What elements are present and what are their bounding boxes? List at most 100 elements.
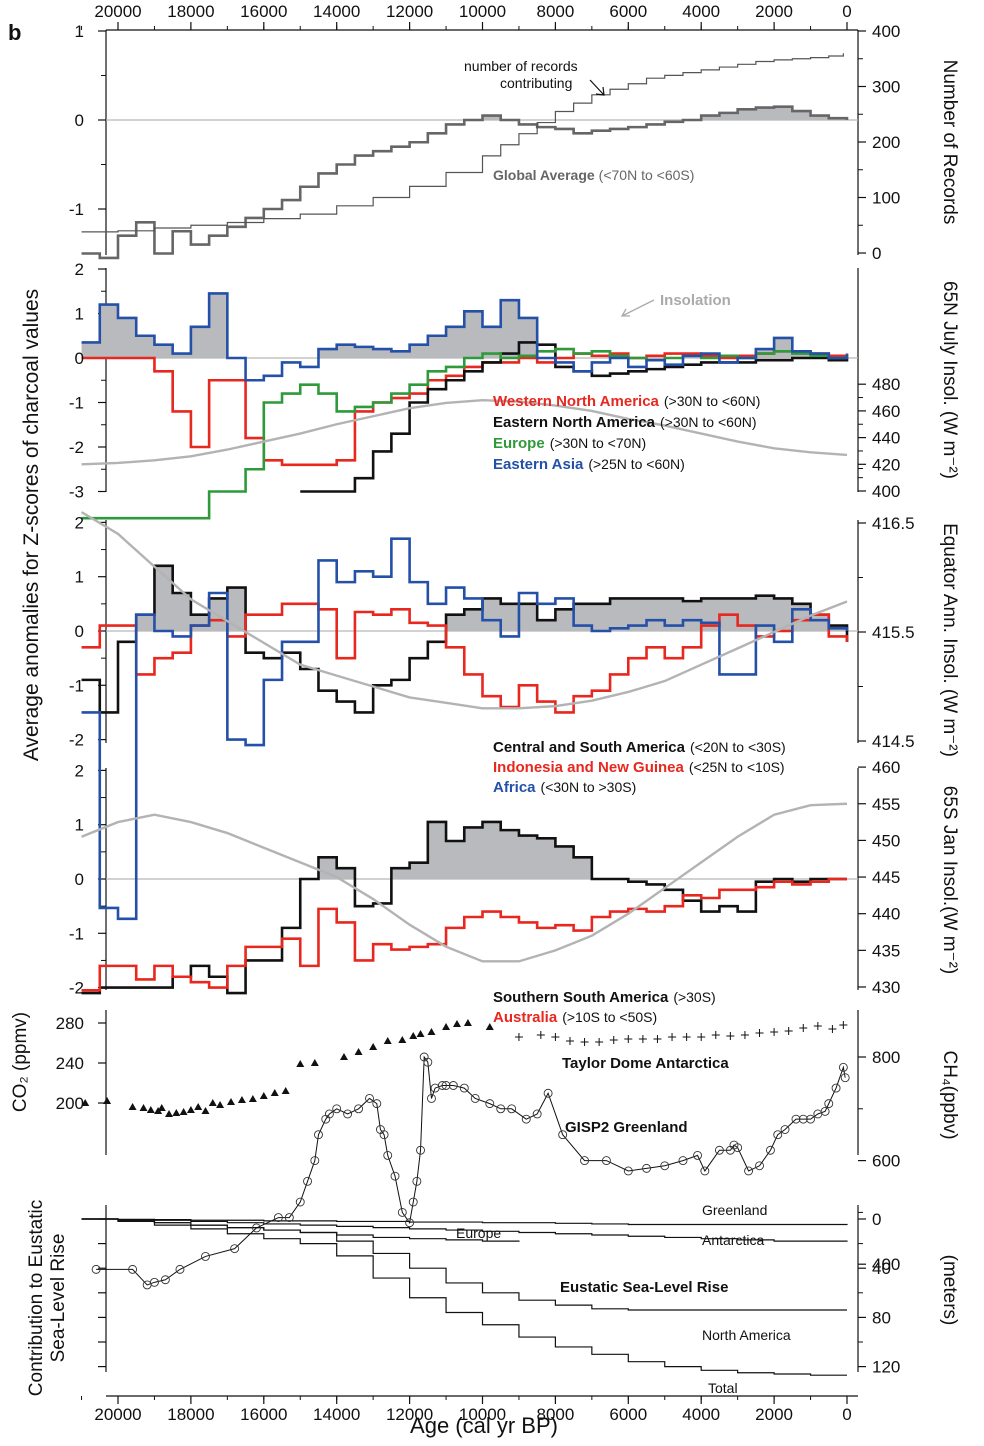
ch4-point — [521, 1114, 531, 1124]
co2-point — [208, 1099, 217, 1106]
co2-point — [463, 1019, 472, 1026]
ch4-point — [507, 1104, 517, 1114]
co2-point — [711, 1031, 720, 1039]
ch4-point — [714, 1145, 724, 1155]
marker-layer — [81, 1019, 850, 1290]
ch4-point — [773, 1130, 783, 1140]
ch4-point — [623, 1166, 633, 1176]
ch4-record-label: GISP2 Greenland — [565, 1119, 688, 1136]
insolation-label: Insolation — [660, 292, 731, 309]
co2-point — [157, 1104, 166, 1111]
top-tick-label: 6000 — [609, 2, 647, 21]
co2-record-label: Taylor Dome Antarctica — [562, 1055, 729, 1072]
ch4-point — [201, 1251, 210, 1261]
ch4-point — [379, 1130, 389, 1140]
legend-entry: Western North America (>30N to <60N) — [493, 393, 760, 410]
right-tick-label: 460 — [872, 402, 900, 421]
tropics-insolation-axis-label: Equator Ann. Insol. (W m⁻²) — [939, 523, 960, 757]
co2-point — [237, 1096, 246, 1103]
axes-layer — [81, 22, 866, 1404]
co2-point — [452, 1020, 461, 1027]
series-line — [81, 877, 847, 992]
ch4-point — [780, 1125, 790, 1134]
co2-point — [354, 1048, 363, 1055]
co2-point — [784, 1027, 793, 1035]
ch4-point — [423, 1057, 433, 1067]
co2-point — [103, 1097, 112, 1104]
ch4-point — [295, 1197, 305, 1207]
right-tick-label: 600 — [872, 1152, 900, 1171]
ch4-point — [543, 1088, 553, 1098]
ch4-point — [448, 1081, 458, 1090]
ch4-point — [427, 1093, 436, 1103]
series-line — [81, 1218, 847, 1376]
series-line — [81, 105, 849, 260]
series-fill — [81, 821, 848, 879]
right-tick-label: 200 — [872, 133, 900, 152]
bottom-tick-label: 16000 — [240, 1405, 287, 1424]
left-tick-label: 200 — [56, 1094, 84, 1113]
ch4-point — [532, 1109, 542, 1119]
co2-point — [172, 1109, 181, 1116]
co2-point — [270, 1089, 279, 1096]
bottom-tick-label: 20000 — [94, 1405, 141, 1424]
legend-entry: Europe (>30N to <70N) — [493, 435, 646, 452]
top-tick-label: 8000 — [536, 2, 574, 21]
co2-point — [146, 1106, 155, 1113]
legend-entry: Africa (<30N to >30S) — [493, 779, 636, 796]
series-line — [81, 564, 849, 714]
co2-point — [624, 1035, 633, 1043]
co2-point — [226, 1098, 235, 1105]
right-tick-label: 40 — [872, 1259, 891, 1278]
co2-point — [409, 1032, 418, 1039]
co2-point — [383, 1037, 392, 1044]
label-greenland: Greenland — [702, 1202, 767, 1218]
series-line — [81, 602, 849, 714]
left-tick-label: 280 — [56, 1014, 84, 1033]
ch4-point — [332, 1104, 342, 1114]
right-tick-label: 300 — [872, 78, 900, 97]
co2-point — [139, 1104, 148, 1111]
ch4-point — [252, 1223, 261, 1233]
top-tick-label: 16000 — [240, 2, 287, 21]
co2-point — [580, 1038, 589, 1046]
right-tick-label: 414.5 — [872, 732, 915, 751]
co2-point — [551, 1033, 560, 1041]
bottom-tick-label: 14000 — [313, 1405, 360, 1424]
bottom-tick-label: 2000 — [755, 1405, 793, 1424]
ch4-point — [601, 1156, 611, 1166]
co2-point — [514, 1033, 523, 1041]
ch4-point — [437, 1081, 447, 1090]
co2-point — [248, 1095, 257, 1102]
legend-entry: Southern South America (>30S) — [493, 989, 716, 1006]
bottom-tick-label: 0 — [842, 1405, 851, 1424]
tick-labels: 2000020000180001800016000160001400014000… — [56, 2, 915, 1424]
left-tick-label: -1 — [69, 924, 84, 943]
left-tick-label: -1 — [69, 394, 84, 413]
co2-point — [416, 1030, 425, 1037]
co2-point — [609, 1036, 618, 1044]
records-note-line2: contributing — [500, 75, 572, 91]
co2-point — [128, 1103, 137, 1110]
co2-point — [697, 1033, 706, 1041]
ch4-axis-label: CH₄(ppbv) — [939, 1050, 960, 1139]
co2-point — [310, 1059, 319, 1066]
bottom-tick-label: 12000 — [386, 1405, 433, 1424]
co2-point — [296, 1060, 305, 1067]
sealevel-axis-label: (meters) — [939, 1255, 960, 1326]
co2-point — [485, 1023, 494, 1030]
x-axis-label: Age (cal yr BP) — [410, 1413, 558, 1438]
bottom-tick-label: 10000 — [459, 1405, 506, 1424]
series-layer — [80, 53, 849, 1376]
ch4-point — [230, 1244, 240, 1254]
co2-point — [813, 1022, 822, 1030]
co2-point — [726, 1032, 735, 1040]
right-tick-label: 460 — [872, 758, 900, 777]
ch4-point — [128, 1264, 138, 1274]
ch4-point — [310, 1156, 320, 1166]
top-tick-label: 14000 — [313, 2, 360, 21]
right-tick-label: 416.5 — [872, 514, 915, 533]
right-tick-label: 120 — [872, 1358, 900, 1377]
right-tick-label: 420 — [872, 455, 900, 474]
ch4-point — [580, 1156, 590, 1166]
